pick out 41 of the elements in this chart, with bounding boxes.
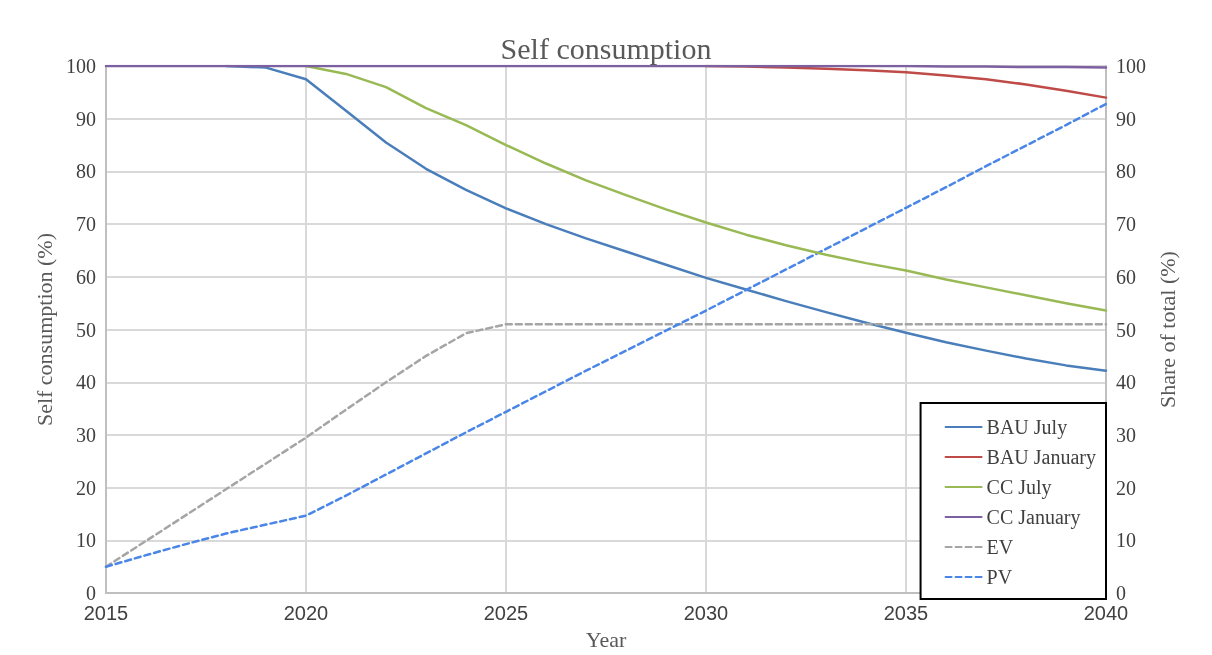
x-axis-title: Year <box>585 626 627 652</box>
legend-label: BAU January <box>986 446 1097 469</box>
y-tick-label: 0 <box>86 582 96 605</box>
y-tick-label: 60 <box>76 265 96 288</box>
y-tick-label: 80 <box>76 160 96 183</box>
chart-title: Self consumption <box>500 31 712 65</box>
legend-label: CC July <box>986 476 1052 499</box>
y2-tick-label: 30 <box>1116 423 1136 446</box>
x-tick-label: 2030 <box>683 602 729 625</box>
x-tick-label: 2015 <box>83 602 129 625</box>
y2-tick-label: 60 <box>1116 265 1136 288</box>
x-tick-label: 2040 <box>1083 602 1129 625</box>
x-tick-label: 2035 <box>883 602 929 625</box>
y-tick-label: 20 <box>76 476 96 499</box>
y-tick-label: 50 <box>76 318 96 341</box>
y-axis-title: Self consumption (%) <box>31 233 57 427</box>
x-tick-label: 2020 <box>283 602 329 625</box>
y2-tick-label: 20 <box>1116 476 1136 499</box>
y2-tick-label: 90 <box>1116 107 1136 130</box>
y2-tick-label: 70 <box>1116 213 1136 236</box>
y-tick-label: 40 <box>76 371 96 394</box>
legend-label: PV <box>986 566 1013 588</box>
y2-tick-label: 100 <box>1116 55 1146 77</box>
y-tick-label: 70 <box>76 213 96 236</box>
y2-tick-label: 0 <box>1116 582 1126 605</box>
y-tick-label: 90 <box>76 107 96 130</box>
y2-tick-label: 80 <box>1116 160 1136 183</box>
line-series <box>304 64 1108 312</box>
y-tick-label: 10 <box>76 529 96 552</box>
legend-label: EV <box>986 536 1014 558</box>
y2-tick-label: 50 <box>1116 318 1136 341</box>
y-tick-label: 100 <box>66 55 96 77</box>
y2-tick-label: 10 <box>1116 529 1136 552</box>
y-tick-label: 30 <box>76 423 96 446</box>
line-series <box>104 323 1108 568</box>
x-tick-label: 2025 <box>483 602 529 625</box>
line-series <box>104 102 1108 568</box>
y2-axis-title: Share of total (%) <box>1155 251 1181 409</box>
y2-tick-label: 40 <box>1116 371 1136 394</box>
legend-label: BAU July <box>986 416 1068 439</box>
legend-label: CC January <box>986 506 1081 529</box>
